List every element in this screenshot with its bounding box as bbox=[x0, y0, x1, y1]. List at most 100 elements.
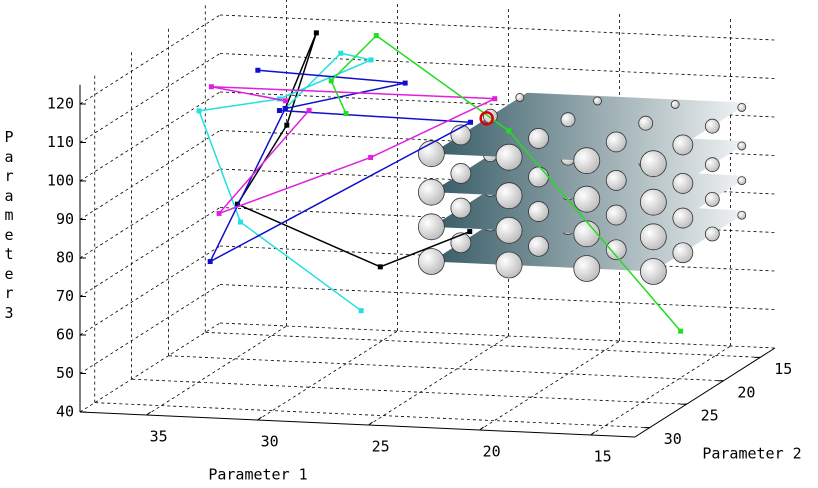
trajectory-point bbox=[506, 128, 512, 134]
z-axis-label: Parameter 3 bbox=[4, 128, 14, 322]
x-tick bbox=[257, 416, 262, 421]
trajectory-point bbox=[196, 108, 202, 114]
grid-line bbox=[590, 345, 731, 436]
sphere bbox=[495, 143, 523, 171]
sphere bbox=[704, 226, 720, 242]
z-tick-label: 40 bbox=[56, 403, 74, 421]
sphere bbox=[605, 204, 627, 226]
sphere bbox=[670, 100, 680, 109]
trajectory-point bbox=[358, 308, 364, 314]
z-tick-label: 110 bbox=[47, 133, 74, 151]
y-tick-label: 20 bbox=[737, 383, 755, 401]
trajectory-point bbox=[208, 84, 214, 90]
x-axis-line bbox=[79, 411, 636, 438]
sphere bbox=[638, 115, 654, 131]
x-tick-label: 25 bbox=[372, 438, 390, 456]
sphere bbox=[528, 235, 549, 257]
sphere bbox=[704, 118, 720, 134]
trajectory-point bbox=[343, 111, 349, 117]
x-tick bbox=[479, 426, 484, 431]
sphere bbox=[528, 128, 549, 149]
grid-line bbox=[257, 330, 398, 421]
x-tick-label: 30 bbox=[261, 433, 279, 451]
sphere bbox=[672, 242, 694, 264]
z-tick-label: 120 bbox=[47, 95, 74, 113]
grid-line bbox=[79, 322, 221, 413]
grid-line bbox=[79, 207, 221, 297]
trajectory-point bbox=[373, 33, 379, 39]
trajectory-point bbox=[467, 229, 473, 235]
grid-line bbox=[79, 168, 221, 259]
trajectory-point bbox=[282, 98, 288, 104]
z-tick-label: 70 bbox=[56, 287, 74, 305]
grid-line bbox=[219, 322, 776, 349]
z-tick-label: 90 bbox=[56, 210, 74, 228]
x-tick bbox=[146, 411, 151, 416]
sphere bbox=[417, 178, 445, 206]
z-tick-label: 80 bbox=[56, 249, 74, 267]
sphere bbox=[528, 166, 549, 188]
sphere bbox=[672, 173, 694, 194]
grid-line bbox=[368, 335, 509, 426]
trajectory-point bbox=[492, 96, 498, 102]
sphere bbox=[704, 157, 720, 173]
y-axis-label: Parameter 2 bbox=[702, 445, 801, 463]
sphere bbox=[417, 248, 445, 275]
z-tick-label: 60 bbox=[56, 326, 74, 344]
sphere bbox=[704, 191, 720, 207]
trajectory-point bbox=[306, 107, 312, 113]
trajectory-point bbox=[338, 50, 344, 56]
sphere bbox=[639, 150, 667, 178]
sphere bbox=[737, 141, 747, 151]
grid-line bbox=[479, 340, 620, 431]
grid-line bbox=[219, 284, 776, 310]
trajectory-point bbox=[255, 67, 261, 73]
x-tick bbox=[590, 431, 595, 436]
sphere bbox=[450, 163, 472, 184]
sphere bbox=[573, 185, 601, 213]
y-tick-label: 15 bbox=[774, 360, 792, 378]
sphere bbox=[605, 170, 627, 191]
grid-line bbox=[205, 331, 761, 358]
x-tick-label: 35 bbox=[150, 428, 168, 446]
sphere bbox=[495, 251, 523, 279]
trajectory-point bbox=[237, 219, 243, 225]
sphere bbox=[495, 216, 523, 244]
sphere bbox=[605, 239, 627, 261]
sphere bbox=[639, 258, 667, 285]
trajectory-point bbox=[468, 119, 474, 125]
trajectory-point bbox=[313, 30, 319, 36]
grid-line bbox=[79, 53, 221, 143]
sphere bbox=[672, 207, 694, 229]
z-tick-label: 100 bbox=[47, 172, 74, 190]
grid-line bbox=[79, 245, 221, 336]
sphere bbox=[573, 255, 601, 282]
x-tick bbox=[368, 421, 373, 426]
trajectory bbox=[211, 85, 496, 215]
x-axis-label: Parameter 1 bbox=[208, 466, 307, 484]
trajectory-point bbox=[402, 80, 408, 86]
sphere bbox=[450, 197, 472, 219]
trajectory-point bbox=[207, 259, 213, 265]
sphere bbox=[573, 220, 601, 248]
sphere bbox=[417, 140, 445, 168]
trajectory-point bbox=[368, 154, 374, 160]
grid-line bbox=[79, 91, 221, 182]
trajectory-point bbox=[284, 122, 290, 128]
grid-line bbox=[146, 325, 287, 416]
sphere bbox=[639, 223, 667, 251]
sphere bbox=[639, 188, 667, 216]
trajectory-point bbox=[328, 78, 334, 84]
grid-line bbox=[219, 53, 776, 79]
trajectory bbox=[208, 69, 474, 264]
grid-line bbox=[94, 402, 650, 429]
sphere bbox=[515, 93, 525, 102]
sphere bbox=[605, 131, 627, 153]
grid-line bbox=[79, 14, 221, 105]
grid-line bbox=[79, 284, 221, 374]
sphere bbox=[672, 134, 694, 156]
z-tick-label: 50 bbox=[56, 364, 74, 382]
trajectory-point bbox=[276, 108, 282, 114]
